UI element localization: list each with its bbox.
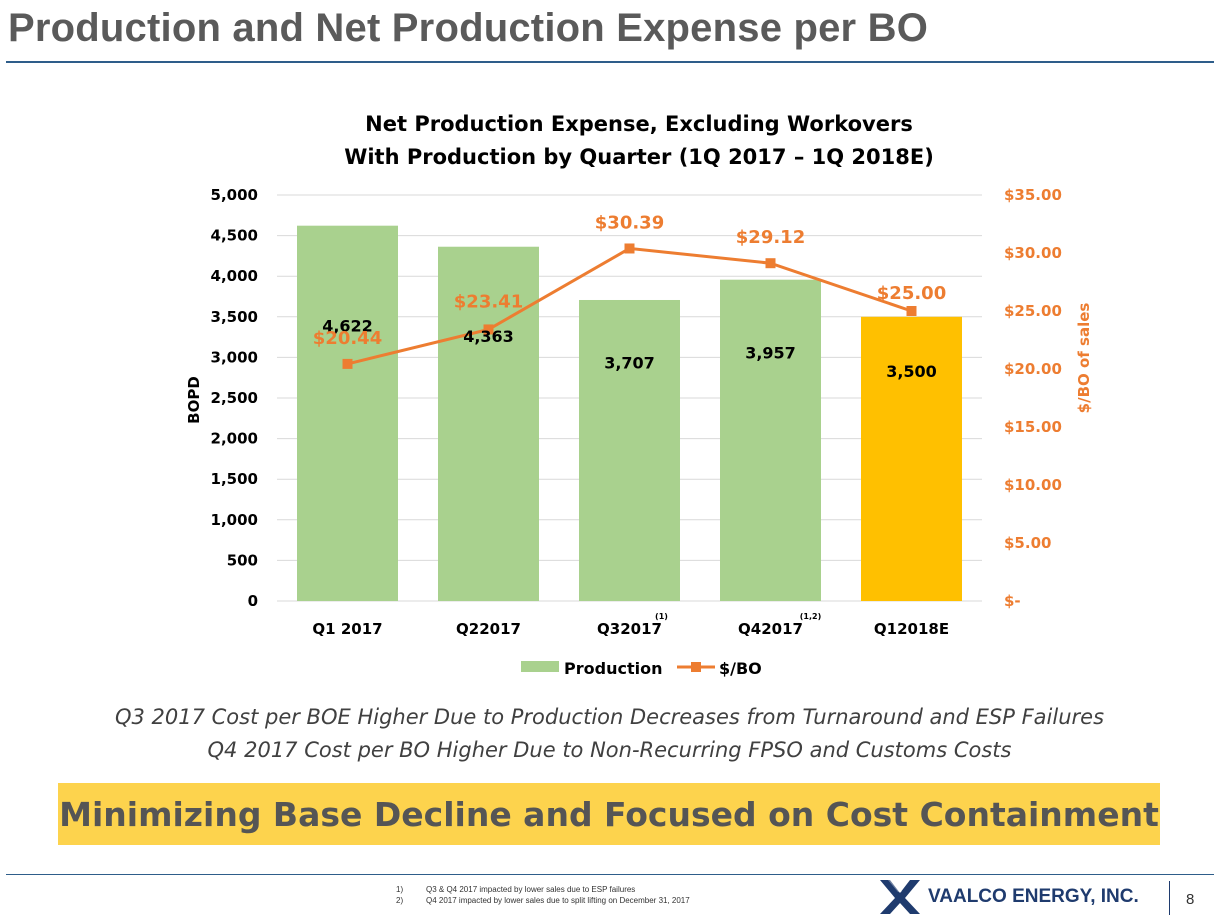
footnote-2: 2) Q4 2017 impacted by lower sales due t… xyxy=(396,896,690,907)
bar xyxy=(861,316,962,601)
page-separator xyxy=(1169,881,1170,915)
x-tick-label: Q1 2017 xyxy=(312,620,382,638)
y2-tick-label: $25.00 xyxy=(1004,302,1062,320)
vaalco-logo-icon xyxy=(880,880,920,914)
banner-text: Minimizing Base Decline and Focused on C… xyxy=(59,794,1159,834)
legend-cost-marker xyxy=(691,662,701,672)
cost-point xyxy=(342,358,353,369)
chart-title-line: Net Production Expense, Excluding Workov… xyxy=(365,112,913,136)
y-tick-label: 3,500 xyxy=(211,308,258,326)
legend-production-label: Production xyxy=(564,659,662,678)
subtitle-line-2: Q4 2017 Cost per BO Higher Due to Non-Re… xyxy=(207,738,1012,762)
legend-production-swatch xyxy=(521,661,559,672)
bars xyxy=(297,225,962,601)
x-tick-superscript: (1,2) xyxy=(800,612,821,621)
y-tick-label: 0 xyxy=(248,592,258,610)
y2-axis-title: $/BO of sales xyxy=(1075,303,1093,414)
y-tick-label: 500 xyxy=(227,551,258,569)
cost-value-label: $30.39 xyxy=(595,212,664,233)
bar-value-label: 4,622 xyxy=(322,316,373,335)
cost-line xyxy=(342,243,917,369)
x-tick-label: Q42017 xyxy=(738,620,803,638)
y2-tick-label: $30.00 xyxy=(1004,244,1062,262)
bar-value-label: 3,500 xyxy=(886,362,937,381)
y2-tick-label: $- xyxy=(1004,592,1021,610)
footnote-text: Q3 & Q4 2017 impacted by lower sales due… xyxy=(426,885,636,894)
cost-value-label: $20.44 xyxy=(313,328,382,349)
footer-rule xyxy=(6,874,1214,875)
y2-tick-label: $10.00 xyxy=(1004,476,1062,494)
footnote-number: 2) xyxy=(396,896,404,905)
y-tick-label: 1,000 xyxy=(211,511,258,529)
x-tick-label: Q12018E xyxy=(874,620,949,638)
y-tick-label: 3,000 xyxy=(211,348,258,366)
key-message-banner: Minimizing Base Decline and Focused on C… xyxy=(58,783,1160,845)
title-rule xyxy=(6,61,1214,63)
y2-tick-label: $5.00 xyxy=(1004,534,1051,552)
x-tick-label: Q32017 xyxy=(597,620,662,638)
legend: Production $/BO xyxy=(521,659,762,678)
cost-point xyxy=(624,243,635,254)
bar xyxy=(438,246,539,601)
y2-tick-label: $35.00 xyxy=(1004,186,1062,204)
bar xyxy=(297,225,398,601)
x-tick-superscript: (1) xyxy=(655,612,668,621)
page-number: 8 xyxy=(1186,891,1195,908)
legend-cost-label: $/BO xyxy=(719,659,762,678)
production-expense-chart: Net Production Expense, Excluding Workov… xyxy=(185,112,1093,678)
y-tick-label: 1,500 xyxy=(211,470,258,488)
y-tick-label: 2,000 xyxy=(211,430,258,448)
y2-tick-label: $20.00 xyxy=(1004,360,1062,378)
cost-value-label: $23.41 xyxy=(454,291,523,312)
chart-title-line: With Production by Quarter (1Q 2017 – 1Q… xyxy=(344,145,934,169)
cost-point xyxy=(483,324,494,335)
subtitle-line-1: Q3 2017 Cost per BOE Higher Due to Produ… xyxy=(114,705,1105,729)
company-logo: VAALCO ENERGY, INC. xyxy=(878,879,1139,915)
y-tick-label: 5,000 xyxy=(211,186,258,204)
bar-value-label: 3,957 xyxy=(745,343,796,362)
footnote-number: 1) xyxy=(396,885,404,894)
bar-value-label: 3,707 xyxy=(604,353,655,372)
footnotes: 1) Q3 & Q4 2017 impacted by lower sales … xyxy=(396,885,690,907)
cost-point xyxy=(906,306,917,316)
bar-value-label: 4,363 xyxy=(463,327,514,346)
footnote-text: Q4 2017 impacted by lower sales due to s… xyxy=(426,896,690,905)
x-tick-label: Q22017 xyxy=(456,620,521,638)
y-tick-label: 4,500 xyxy=(211,227,258,245)
y2-tick-label: $15.00 xyxy=(1004,418,1062,436)
y-tick-label: 4,000 xyxy=(211,267,258,285)
company-name: VAALCO ENERGY, INC. xyxy=(928,886,1139,907)
footnote-1: 1) Q3 & Q4 2017 impacted by lower sales … xyxy=(396,885,690,896)
labels: Net Production Expense, Excluding Workov… xyxy=(185,112,1093,638)
y-tick-label: 2,500 xyxy=(211,389,258,407)
y-axis-title: BOPD xyxy=(185,376,203,424)
bar xyxy=(579,299,680,601)
cost-value-label: $25.00 xyxy=(877,283,946,304)
bar xyxy=(720,279,821,601)
cost-value-label: $29.12 xyxy=(736,227,805,248)
cost-point xyxy=(765,258,776,269)
page-title: Production and Net Production Expense pe… xyxy=(8,6,929,50)
